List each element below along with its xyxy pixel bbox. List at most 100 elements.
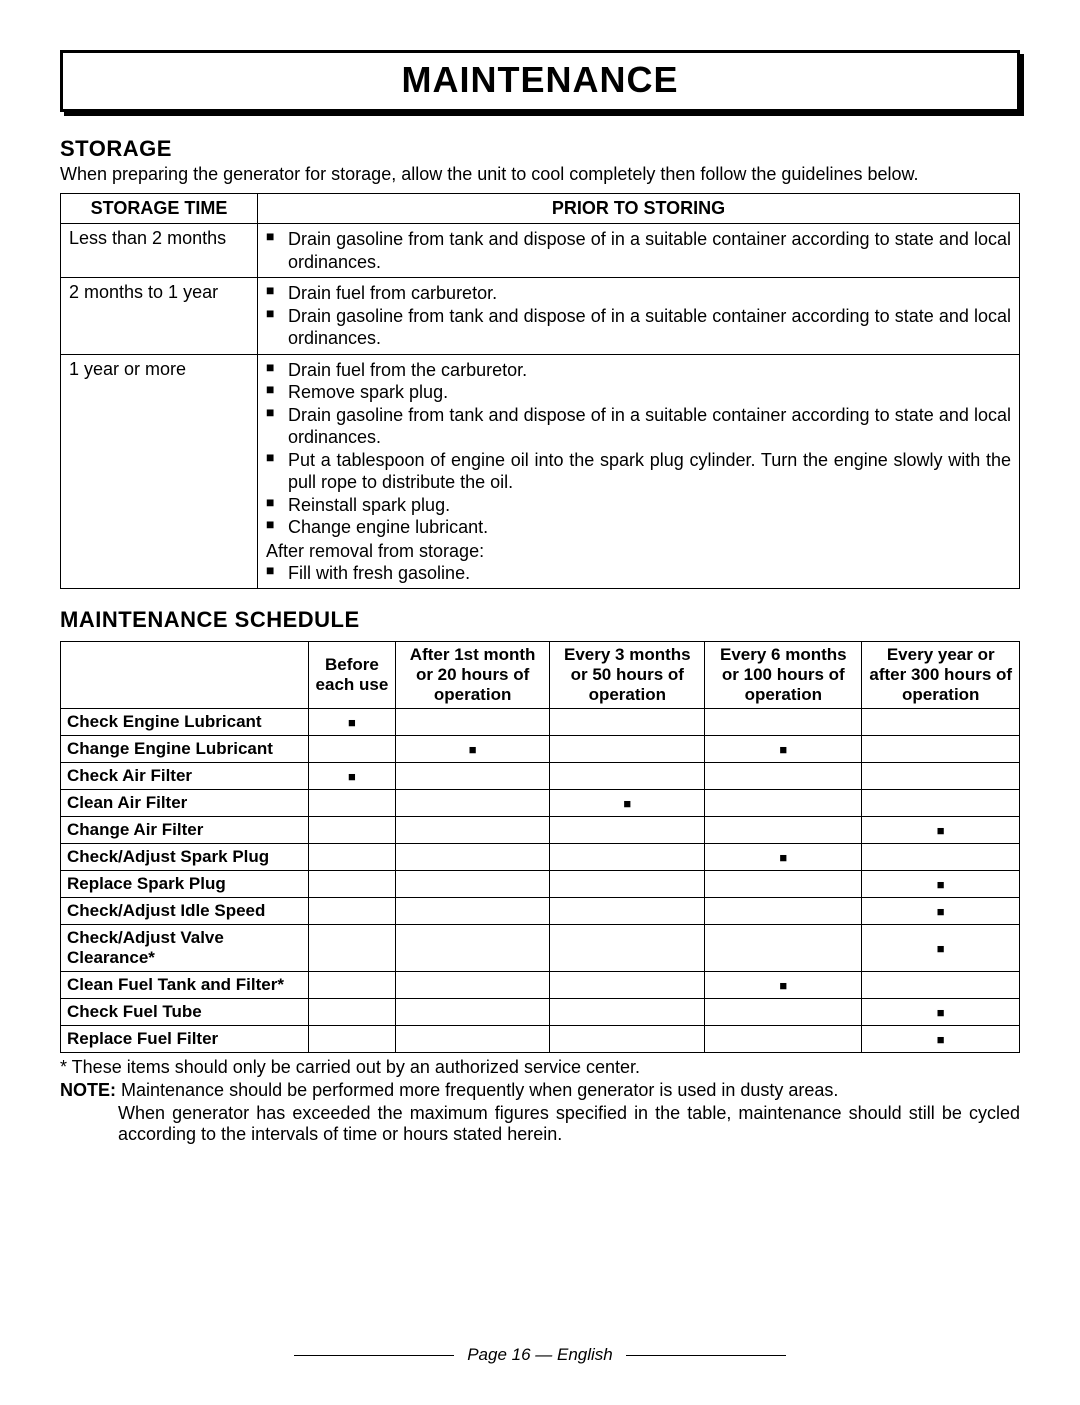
check-mark-icon: ■ [937,904,945,919]
check-mark-icon: ■ [937,941,945,956]
schedule-row-label: Change Engine Lubricant [61,736,309,763]
footer-line-left [294,1355,454,1356]
schedule-cell [309,999,396,1026]
storage-time: Less than 2 months [61,224,258,278]
list-item: Fill with fresh gasoline. [266,562,1011,585]
schedule-row-label: Check Fuel Tube [61,999,309,1026]
schedule-row-label: Clean Air Filter [61,790,309,817]
list-item: Drain gasoline from tank and dispose of … [266,228,1011,273]
schedule-cell [309,925,396,972]
schedule-note-1: NOTE: Maintenance should be performed mo… [60,1080,1020,1101]
schedule-cell: ■ [862,999,1020,1026]
table-row: Change Engine Lubricant ■ ■ [61,736,1020,763]
schedule-cell [862,790,1020,817]
list-item: Drain fuel from the carburetor. [266,359,1011,382]
schedule-cell: ■ [862,871,1020,898]
schedule-cell: ■ [705,844,862,871]
schedule-cell [309,972,396,999]
check-mark-icon: ■ [348,769,356,784]
schedule-cell: ■ [309,709,396,736]
check-mark-icon: ■ [623,796,631,811]
schedule-cell [550,844,705,871]
schedule-cell: ■ [862,898,1020,925]
schedule-cell [705,999,862,1026]
schedule-row-label: Change Air Filter [61,817,309,844]
schedule-cell [862,844,1020,871]
schedule-cell [395,972,550,999]
schedule-cell [309,1026,396,1053]
list-item: Change engine lubricant. [266,516,1011,539]
schedule-row-label: Check/Adjust Spark Plug [61,844,309,871]
schedule-cell [550,1026,705,1053]
schedule-cell [550,972,705,999]
schedule-cell [705,790,862,817]
schedule-row-label: Replace Spark Plug [61,871,309,898]
storage-time: 1 year or more [61,354,258,589]
schedule-cell [705,709,862,736]
schedule-cell [395,1026,550,1053]
table-row: Check/Adjust Valve Clearance* ■ [61,925,1020,972]
schedule-cell: ■ [309,763,396,790]
schedule-cell [395,817,550,844]
schedule-cell: ■ [862,817,1020,844]
schedule-cell: ■ [705,972,862,999]
storage-heading: STORAGE [60,136,1020,162]
table-row: Clean Fuel Tank and Filter* ■ [61,972,1020,999]
table-row: Check Engine Lubricant■ [61,709,1020,736]
schedule-cell: ■ [862,1026,1020,1053]
schedule-row-label: Check Air Filter [61,763,309,790]
check-mark-icon: ■ [937,1005,945,1020]
check-mark-icon: ■ [469,742,477,757]
schedule-cell [395,999,550,1026]
schedule-heading: MAINTENANCE SCHEDULE [60,607,1020,633]
schedule-col: Every year or after 300 hours of operati… [862,642,1020,709]
schedule-cell [550,871,705,898]
schedule-cell [862,763,1020,790]
page-footer: Page 16 — English [60,1345,1020,1365]
schedule-cell: ■ [395,736,550,763]
check-mark-icon: ■ [779,850,787,865]
table-row: Replace Fuel Filter ■ [61,1026,1020,1053]
page-title-box: MAINTENANCE [60,50,1020,112]
note-text: Maintenance should be performed more fre… [116,1080,838,1100]
check-mark-icon: ■ [779,742,787,757]
list-item: Drain fuel from carburetor. [266,282,1011,305]
list-item: Reinstall spark plug. [266,494,1011,517]
schedule-col: Before each use [309,642,396,709]
schedule-cell [550,898,705,925]
table-row: 1 year or more Drain fuel from the carbu… [61,354,1020,589]
schedule-cell [862,709,1020,736]
footer-line-right [626,1355,786,1356]
schedule-row-label: Check/Adjust Valve Clearance* [61,925,309,972]
schedule-cell [395,763,550,790]
schedule-cell [395,790,550,817]
schedule-cell [550,763,705,790]
schedule-cell [395,925,550,972]
storage-steps: Drain fuel from the carburetor. Remove s… [258,354,1020,589]
list-item: Remove spark plug. [266,381,1011,404]
list-item: Put a tablespoon of engine oil into the … [266,449,1011,494]
schedule-cell: ■ [862,925,1020,972]
check-mark-icon: ■ [937,877,945,892]
schedule-row-label: Clean Fuel Tank and Filter* [61,972,309,999]
schedule-cell [309,898,396,925]
schedule-cell [309,736,396,763]
schedule-cell [395,844,550,871]
page-title: MAINTENANCE [63,59,1017,101]
table-row: Clean Air Filter ■ [61,790,1020,817]
schedule-cell [550,925,705,972]
schedule-note-2: When generator has exceeded the maximum … [60,1103,1020,1145]
list-item: Drain gasoline from tank and dispose of … [266,305,1011,350]
schedule-cell [309,817,396,844]
after-removal-text: After removal from storage: [266,541,1011,562]
storage-header-time: STORAGE TIME [61,194,258,224]
schedule-cell [862,972,1020,999]
schedule-cell [705,817,862,844]
storage-time: 2 months to 1 year [61,278,258,355]
schedule-row-label: Replace Fuel Filter [61,1026,309,1053]
schedule-row-label: Check/Adjust Idle Speed [61,898,309,925]
schedule-row-label: Check Engine Lubricant [61,709,309,736]
schedule-cell [705,898,862,925]
storage-steps: Drain fuel from carburetor. Drain gasoli… [258,278,1020,355]
note-label: NOTE: [60,1080,116,1100]
